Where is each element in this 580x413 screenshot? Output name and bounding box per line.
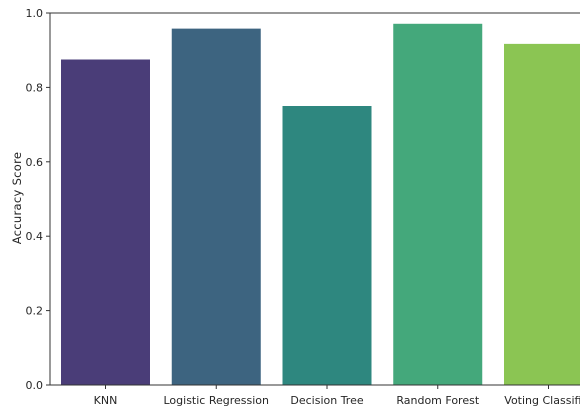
y-axis-label: Accuracy Score <box>10 152 24 245</box>
x-tick-label: Decision Tree <box>290 394 363 407</box>
x-tick-label: Voting Classifier <box>504 394 580 407</box>
bar-logistic-regression <box>172 29 261 385</box>
x-tick-label: Logistic Regression <box>163 394 269 407</box>
y-tick-label: 0.4 <box>26 230 44 243</box>
y-tick-label: 1.0 <box>26 7 44 20</box>
y-tick-label: 0.2 <box>26 305 44 318</box>
y-tick-label: 0.6 <box>26 156 44 169</box>
bar-knn <box>61 60 150 386</box>
y-tick-label: 0.0 <box>26 379 44 392</box>
y-tick-label: 0.8 <box>26 81 44 94</box>
bar-voting-classifier <box>504 44 580 385</box>
bars-layer <box>61 24 580 385</box>
x-tick-label: Random Forest <box>396 394 479 407</box>
bar-random-forest <box>393 24 482 385</box>
x-tick-label: KNN <box>94 394 118 407</box>
bar-decision-tree <box>283 106 372 385</box>
